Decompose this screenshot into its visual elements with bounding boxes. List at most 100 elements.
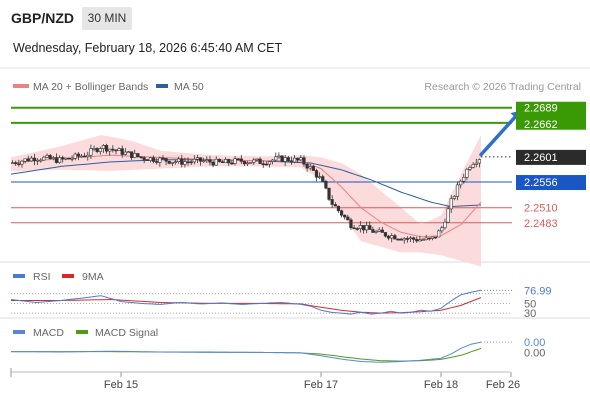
candle-down	[227, 159, 231, 164]
candle-up	[365, 225, 369, 231]
candle-up	[177, 158, 181, 163]
projection-arrow	[479, 110, 521, 157]
candle-up	[421, 239, 425, 242]
candle-down	[186, 161, 190, 164]
candle-down	[114, 149, 118, 152]
candle-down	[396, 238, 400, 241]
candle-down	[167, 160, 171, 164]
candle-up	[233, 158, 237, 164]
candle-up	[170, 161, 174, 164]
macd-signal-line	[11, 347, 482, 362]
chart-credit: Research © 2026 Trading Central	[424, 81, 581, 93]
x-tick-label: Feb 15	[104, 379, 138, 391]
rsi-panel: 70503076.99	[10, 283, 564, 320]
legend-label-macd: MACD	[33, 327, 64, 339]
candle-down	[83, 155, 87, 158]
price-levels	[11, 106, 512, 224]
candle-up	[267, 161, 272, 165]
candle-up	[446, 208, 450, 223]
legend-label-rsi: RSI	[33, 271, 51, 283]
candle-up	[283, 157, 287, 162]
candle-up	[245, 162, 250, 165]
candle-up	[57, 157, 62, 163]
candle-down	[361, 225, 366, 231]
rsi-tick-50: 50	[524, 298, 536, 310]
candle-down	[339, 210, 344, 216]
candle-up	[377, 229, 381, 232]
candle-down	[17, 163, 21, 166]
candle-up	[36, 159, 40, 162]
candle-down	[48, 155, 52, 160]
candle-down	[61, 157, 65, 160]
candle-down	[76, 153, 80, 157]
candle-up	[374, 231, 378, 233]
candle-up	[437, 230, 441, 238]
candle-up	[274, 156, 278, 161]
legend-label-9ma: 9MA	[82, 271, 104, 283]
candle-down	[211, 161, 215, 166]
candle-down	[324, 181, 328, 189]
candle-up	[29, 157, 33, 162]
candle-up	[468, 167, 472, 170]
candle-down	[280, 155, 284, 162]
candle-up	[465, 169, 469, 178]
candle-down	[67, 157, 71, 160]
candle-up	[51, 157, 55, 160]
candle-up	[390, 235, 394, 239]
candle-down	[236, 158, 240, 161]
candle-up	[277, 155, 281, 158]
candle-down	[164, 158, 168, 162]
candle-up	[205, 159, 209, 162]
rsi-ma-line	[11, 297, 482, 314]
candle-up	[255, 158, 259, 161]
candle-up	[440, 227, 444, 232]
candle-down	[136, 153, 140, 157]
candle-down	[327, 187, 331, 200]
candle-down	[230, 162, 234, 165]
candle-up	[214, 158, 218, 166]
candle-down	[415, 239, 419, 242]
legend-label-ma50: MA 50	[174, 81, 204, 93]
candle-up	[73, 153, 77, 159]
candle-up	[126, 151, 131, 154]
candle-up	[133, 153, 137, 158]
rsi-last-label: 76.99	[524, 285, 552, 297]
candle-down	[289, 160, 294, 163]
macd-legend: MACD MACD Signal	[13, 327, 158, 339]
legend-label-ma20: MA 20 + Bollinger Bands	[33, 81, 148, 93]
candle-up	[224, 159, 228, 163]
candle-up	[195, 157, 200, 160]
candle-up	[299, 157, 303, 161]
legend-swatch-ma50	[156, 84, 168, 88]
candle-down	[412, 237, 416, 240]
rsi-legend: RSI 9MA	[13, 271, 104, 283]
legend-swatch-macd-signal	[76, 330, 88, 334]
candle-down	[383, 232, 388, 237]
candle-up	[477, 159, 482, 164]
chart-datetime: Wednesday, February 18, 2026 6:45:40 AM …	[13, 41, 283, 55]
timeframe-button[interactable]: 30 MIN	[82, 7, 132, 30]
support-label-2: 2.2483	[524, 218, 558, 230]
candle-down	[242, 161, 247, 165]
candle-down	[142, 157, 146, 160]
rsi-tick-30: 30	[524, 308, 536, 320]
candle-down	[333, 204, 337, 207]
support-label-1: 2.2510	[524, 203, 558, 215]
legend-swatch-9ma	[62, 274, 74, 278]
candle-up	[443, 221, 447, 229]
candle-up	[89, 148, 93, 156]
candle-up	[123, 151, 127, 155]
candle-down	[139, 156, 143, 158]
candle-up	[10, 162, 15, 165]
candle-up	[430, 236, 435, 239]
candle-down	[239, 158, 243, 162]
candle-down	[286, 157, 290, 162]
candle-down	[352, 227, 356, 230]
candle-up	[424, 237, 428, 241]
candle-down	[14, 162, 18, 165]
candle-down	[386, 235, 391, 239]
candle-down	[161, 157, 165, 160]
candle-down	[151, 157, 156, 162]
